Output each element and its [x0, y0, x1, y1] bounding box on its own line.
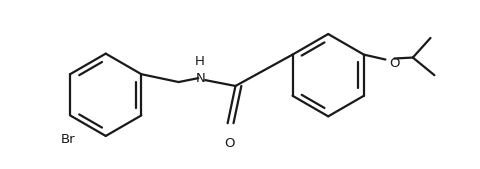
Text: O: O — [389, 57, 400, 70]
Text: O: O — [224, 137, 235, 150]
Text: N: N — [195, 72, 205, 85]
Text: Br: Br — [61, 133, 75, 146]
Text: H: H — [195, 55, 205, 68]
